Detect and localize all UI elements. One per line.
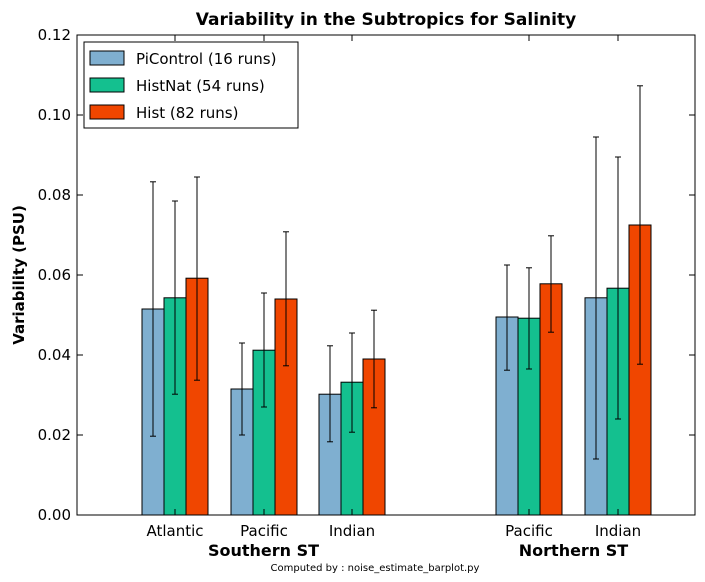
x-tick-label: Pacific xyxy=(240,522,288,540)
y-tick-label: 0.10 xyxy=(38,106,71,124)
legend-label: PiControl (16 runs) xyxy=(136,50,276,68)
legend-swatch xyxy=(89,50,125,66)
legend: PiControl (16 runs) HistNat (54 runs) Hist… xyxy=(83,41,299,129)
group-label: Southern ST xyxy=(208,541,319,560)
y-ticks: 0.00 0.02 0.04 0.06 0.08 0.10 0.12 xyxy=(38,26,695,524)
group-labels: Southern ST Northern ST xyxy=(208,541,628,560)
y-tick-label: 0.00 xyxy=(38,506,71,524)
error-bars-layer xyxy=(150,85,643,460)
legend-swatch xyxy=(89,104,125,120)
bars-layer xyxy=(141,224,652,516)
y-tick-label: 0.04 xyxy=(38,346,71,364)
y-tick-label: 0.08 xyxy=(38,186,71,204)
legend-label: HistNat (54 runs) xyxy=(136,77,265,95)
x-tick-label: Pacific xyxy=(505,522,553,540)
footer-note: Computed by : noise_estimate_barplot.py xyxy=(271,563,480,574)
x-tick-label: Atlantic xyxy=(146,522,203,540)
y-tick-label: 0.12 xyxy=(38,26,71,44)
y-axis-label: Variability (PSU) xyxy=(10,205,28,345)
chart-title: Variability in the Subtropics for Salini… xyxy=(196,10,576,30)
y-tick-label: 0.02 xyxy=(38,426,71,444)
x-tick-label: Indian xyxy=(595,522,641,540)
x-tick-label: Indian xyxy=(329,522,375,540)
y-tick-label: 0.06 xyxy=(38,266,71,284)
legend-swatch xyxy=(89,77,125,93)
x-ticks: Atlantic Pacific Indian Pacific Indian xyxy=(146,35,641,540)
legend-label: Hist (82 runs) xyxy=(136,104,238,122)
group-label: Northern ST xyxy=(519,541,629,560)
